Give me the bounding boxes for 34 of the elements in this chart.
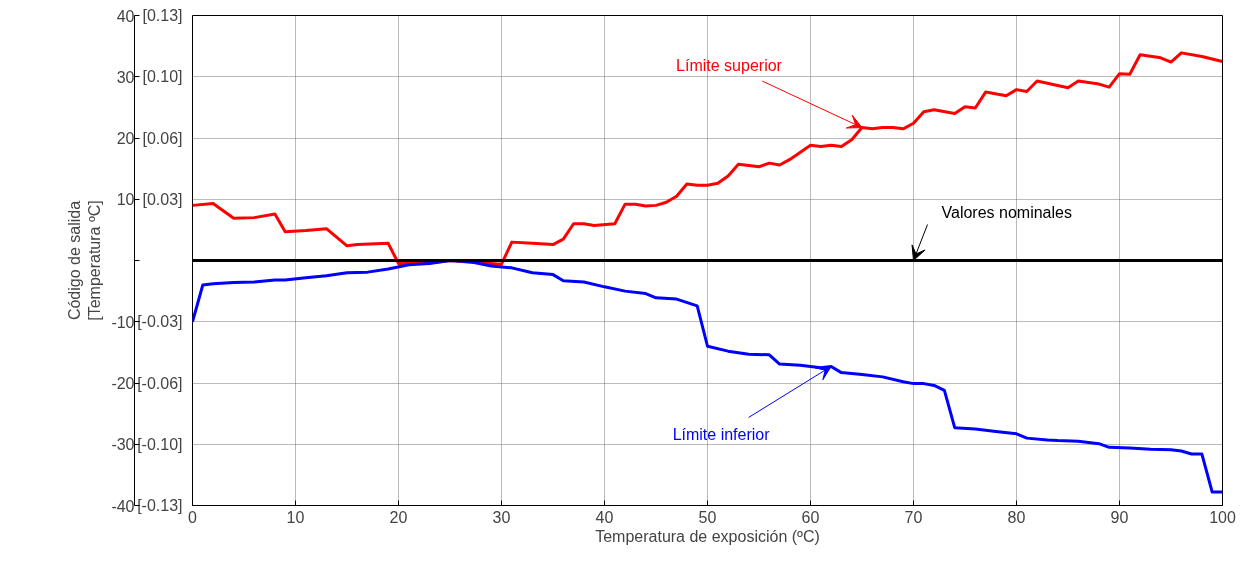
x-tick-label: 70 — [904, 508, 923, 526]
x-tick-label: 60 — [801, 508, 820, 526]
y2-tick-label: [-0.03] — [137, 313, 183, 331]
x-tick-label: 80 — [1007, 508, 1026, 526]
y-tick-label: 20 — [116, 130, 135, 147]
line-series — [192, 51, 1223, 266]
y-tick-label: -40 — [111, 497, 135, 515]
y-tick-label: -30 — [111, 436, 135, 454]
annotation: Límite superior — [676, 57, 783, 75]
x-tick-label: 20 — [389, 508, 408, 526]
y2-tick-label: [-0.13] — [137, 497, 183, 514]
y-tick-label: 30 — [116, 68, 135, 86]
x-tick-label: 30 — [492, 508, 511, 526]
annotation: Límite inferior — [672, 425, 771, 443]
y2-tick-label: [-0.10] — [137, 435, 183, 453]
x-axis-title: Temperatura de exposición (ºC) — [595, 527, 820, 545]
x-tick-label: 0 — [188, 508, 198, 526]
annotation: Valores nominales — [941, 204, 1072, 221]
x-tick-label: 10 — [286, 508, 305, 526]
y-axis-title: Código de salida [Temperatura ºC] — [65, 200, 104, 321]
y2-tick-label: [0.10] — [142, 68, 183, 86]
x-tick-label: 100 — [1209, 508, 1236, 526]
y2-tick-label: [0.03] — [142, 190, 183, 208]
y2-tick-label: [0.06] — [142, 129, 183, 147]
y2-tick-label: [-0.06] — [137, 374, 183, 392]
y-tick-label: -10 — [111, 313, 135, 331]
y-tick-label: 10 — [116, 191, 135, 209]
x-tick-label: 50 — [698, 508, 717, 526]
line-series — [192, 259, 1223, 494]
x-tick-label: 90 — [1110, 508, 1129, 526]
y-tick-label: -20 — [111, 375, 135, 392]
y-tick-label: 40 — [116, 7, 135, 25]
y2-tick-label: [0.13] — [142, 7, 183, 24]
x-tick-label: 40 — [595, 508, 614, 526]
